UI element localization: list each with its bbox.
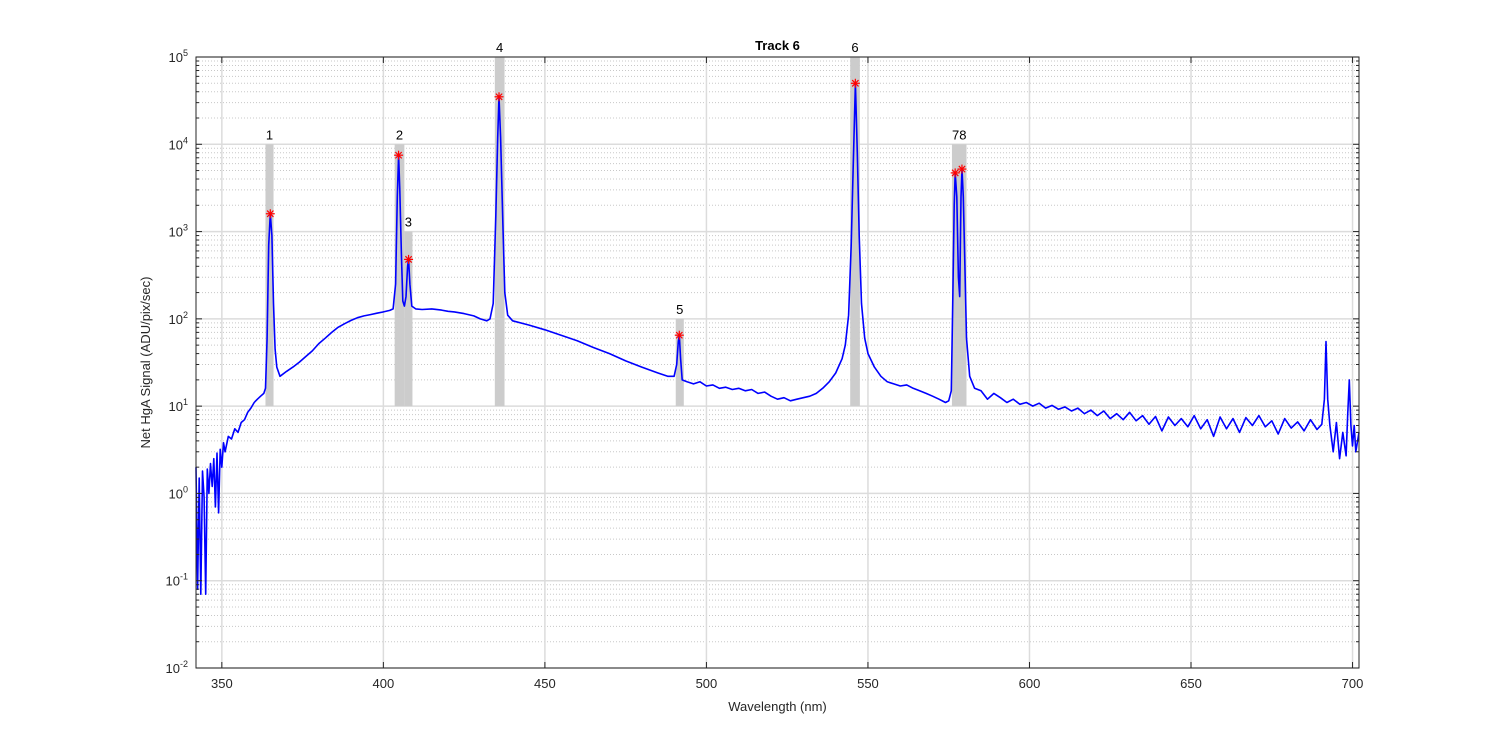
y-tick-base: 10 xyxy=(166,661,180,676)
x-tick-label: 600 xyxy=(1019,676,1041,691)
peak-band xyxy=(404,231,413,407)
peak-label: 2 xyxy=(396,127,403,142)
peak-marker xyxy=(394,150,404,160)
y-tick-base: 10 xyxy=(169,50,183,65)
peak-marker xyxy=(265,209,275,219)
peak-marker xyxy=(950,168,960,178)
y-tick-exponent: 4 xyxy=(183,135,188,145)
x-tick-label: 400 xyxy=(373,676,395,691)
peak-marker xyxy=(494,92,504,102)
peak-band xyxy=(850,57,860,407)
peak-label: 5 xyxy=(676,302,683,317)
y-tick-label: 101 xyxy=(169,397,188,414)
y-tick-label: 104 xyxy=(169,135,188,152)
peak-label: 4 xyxy=(496,40,503,55)
y-tick-exponent: -1 xyxy=(180,572,188,582)
x-axis-label: Wavelength (nm) xyxy=(728,699,827,714)
y-tick-label: 102 xyxy=(169,310,188,327)
y-tick-exponent: 3 xyxy=(183,223,188,233)
axes-box xyxy=(195,56,1360,669)
x-tick-label: 500 xyxy=(696,676,718,691)
peak-label: 1 xyxy=(266,127,273,142)
peak-band xyxy=(265,144,274,407)
y-tick-base: 10 xyxy=(169,486,183,501)
peak-marker xyxy=(404,254,414,264)
tick-layer xyxy=(196,56,1359,669)
x-tick-label: 450 xyxy=(534,676,556,691)
y-tick-base: 10 xyxy=(169,312,183,327)
y-tick-base: 10 xyxy=(169,225,183,240)
peak-band xyxy=(394,144,405,407)
x-tick-label: 650 xyxy=(1180,676,1202,691)
peak-label: 78 xyxy=(952,127,966,142)
peak-marker xyxy=(674,330,684,340)
series-layer xyxy=(195,82,1360,595)
y-tick-exponent: 5 xyxy=(183,48,188,58)
spectrum-line xyxy=(195,82,1360,595)
y-tick-base: 10 xyxy=(169,137,183,152)
peak-marker xyxy=(850,78,860,88)
y-tick-exponent: -2 xyxy=(180,659,188,669)
x-tick-label: 550 xyxy=(857,676,879,691)
chart-title: Track 6 xyxy=(755,38,800,53)
grid-layer xyxy=(196,56,1359,669)
peak-marker-layer xyxy=(265,78,967,340)
peak-label: 6 xyxy=(851,40,858,55)
y-tick-base: 10 xyxy=(169,399,183,414)
peak-band-layer: 1 2 3 4 5 6 78 xyxy=(265,40,967,407)
y-tick-label: 10-2 xyxy=(166,659,188,676)
peak-label: 3 xyxy=(405,215,412,230)
y-tick-label: 105 xyxy=(169,48,188,65)
peak-marker xyxy=(957,164,967,174)
x-tick-label: 700 xyxy=(1342,676,1364,691)
peak-band xyxy=(494,57,505,407)
y-tick-label: 103 xyxy=(169,223,188,240)
y-tick-label: 100 xyxy=(169,484,188,501)
y-tick-base: 10 xyxy=(166,574,180,589)
y-tick-label: 10-1 xyxy=(166,572,188,589)
y-tick-exponent: 2 xyxy=(183,310,188,320)
peak-band xyxy=(675,318,684,407)
y-tick-exponent: 1 xyxy=(183,397,188,407)
y-axis-label: Net HgA Signal (ADU/pix/sec) xyxy=(138,277,153,449)
x-tick-label: 350 xyxy=(211,676,233,691)
y-tick-exponent: 0 xyxy=(183,484,188,494)
tick-label-layer: 350 400 450 500 550 600 650 70010-210-110010110… xyxy=(166,48,1364,691)
